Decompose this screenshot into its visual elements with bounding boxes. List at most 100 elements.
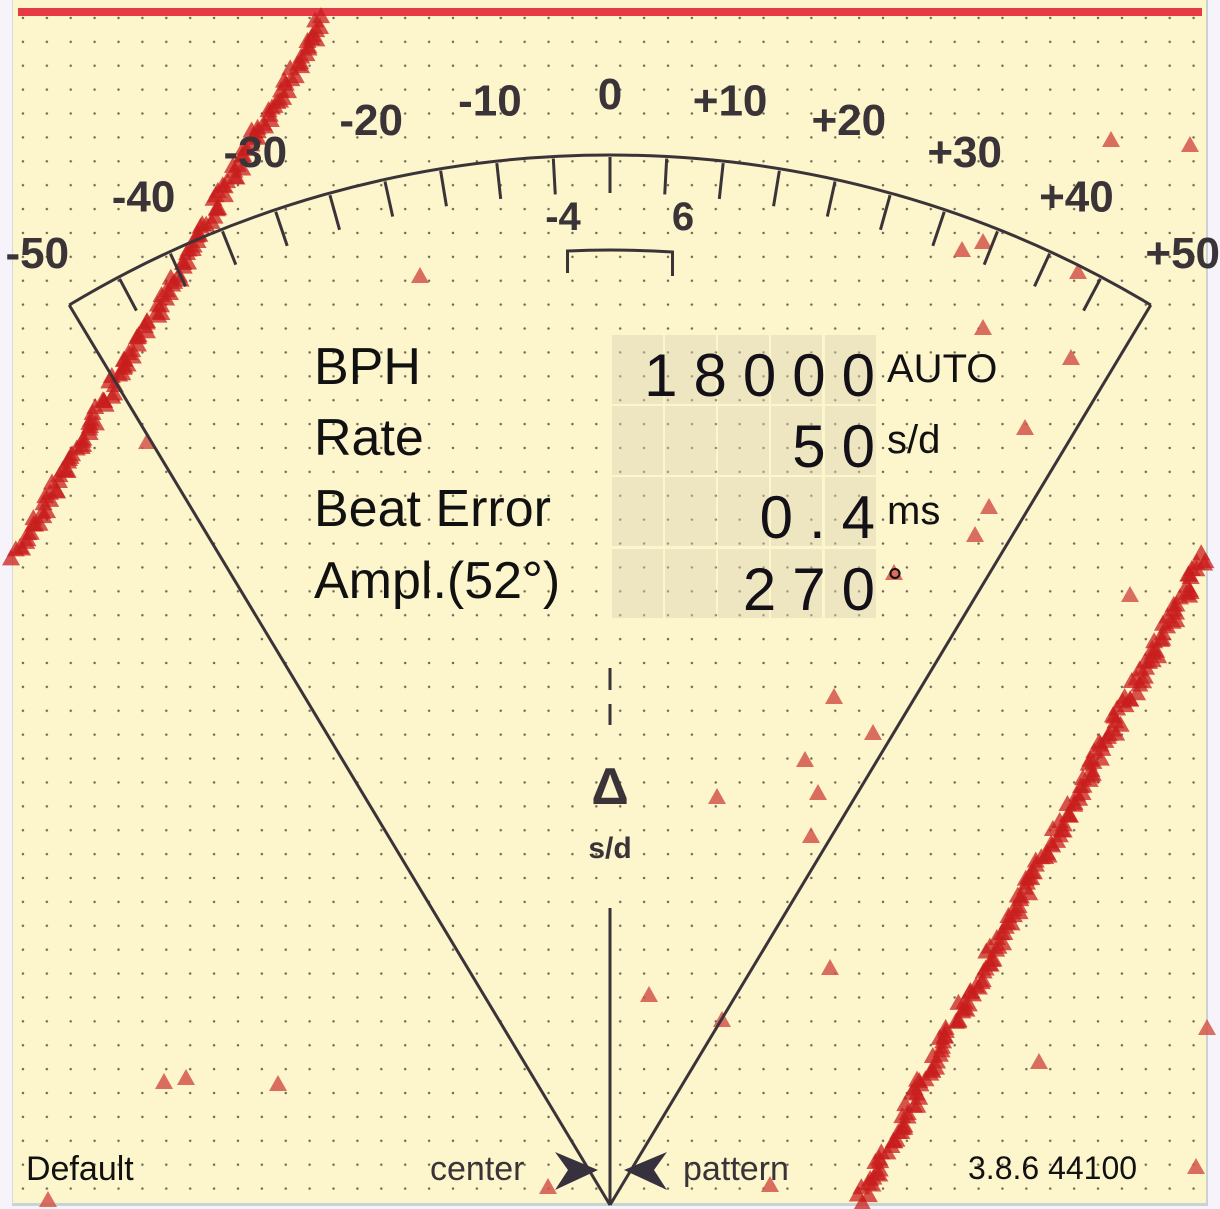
- trace-point: [105, 384, 124, 401]
- readout-cell: [612, 335, 663, 404]
- trace-point: [1128, 684, 1147, 701]
- trace-point: [58, 461, 77, 478]
- scale-tick: [663, 158, 669, 195]
- readout-label: BPH: [314, 338, 421, 396]
- readout-unit: ms: [887, 489, 941, 533]
- scale-tick: [878, 194, 892, 231]
- scale-tick: [717, 162, 725, 200]
- readout-cell: [612, 549, 663, 618]
- trace-point: [953, 241, 971, 257]
- scale-tick: [931, 211, 946, 247]
- beat-error-min-label: -4: [545, 195, 581, 239]
- center-chevron-icon[interactable]: [555, 1152, 598, 1190]
- readout-value: 0.4: [759, 484, 891, 551]
- scale-label: +10: [693, 77, 768, 126]
- trace-point: [1198, 1019, 1216, 1035]
- trace-point: [923, 1046, 942, 1063]
- trace-point: [973, 971, 992, 988]
- trace-point: [1062, 349, 1080, 365]
- scale-tick: [495, 162, 503, 200]
- scale-label: -20: [339, 96, 403, 145]
- pattern-label[interactable]: pattern: [683, 1150, 789, 1188]
- beat-error-max-label: 6: [672, 195, 694, 239]
- trace-point: [640, 986, 658, 1002]
- readout-label: Beat Error: [314, 480, 551, 538]
- trace-point: [1105, 707, 1124, 724]
- trace-point: [885, 564, 903, 580]
- trace-point: [1103, 720, 1122, 737]
- readout-value: 270: [742, 556, 891, 623]
- scale-tick: [118, 278, 138, 312]
- trace-point: [19, 524, 38, 541]
- readout-cell: [612, 406, 663, 475]
- pattern-chevron-icon[interactable]: [624, 1152, 667, 1190]
- left-limit-line: [67, 304, 612, 1206]
- trace-point: [893, 1107, 912, 1124]
- scale-tick: [1082, 278, 1102, 312]
- readout-cell: [665, 406, 716, 475]
- trace-point: [980, 498, 998, 514]
- readout-cell: [825, 335, 876, 404]
- trace-point: [2, 549, 21, 566]
- scale-arc: [68, 153, 1152, 307]
- scale-label: 0: [598, 70, 622, 119]
- trace-point: [155, 1073, 173, 1089]
- trace-point: [821, 959, 839, 975]
- scale-tick: [328, 194, 342, 231]
- readout-cell: [771, 477, 822, 546]
- readout-cell: [665, 477, 716, 546]
- trace-point: [179, 253, 198, 270]
- readout-value: 50: [792, 413, 891, 480]
- trace-point: [761, 1176, 779, 1192]
- trace-point: [895, 1116, 914, 1133]
- trace-point: [539, 1178, 557, 1194]
- readout-cell: [771, 335, 822, 404]
- scale-label: +30: [927, 128, 1002, 177]
- delta-unit-label: s/d: [588, 832, 631, 865]
- trace-point: [802, 827, 820, 843]
- scale-label: -30: [224, 128, 288, 177]
- readout-cell: [665, 549, 716, 618]
- scale-tick: [551, 158, 557, 195]
- scale-tick: [221, 230, 238, 266]
- trace-point: [1181, 136, 1199, 152]
- trace-point: [138, 311, 157, 328]
- status-bar: [18, 8, 1202, 16]
- right-limit-line: [608, 304, 1153, 1206]
- dial-scale: -50 -40 -30 -20 -10 0 +10 +20 +30 +40 +50 -4 6 Δs/d: [5, 70, 1220, 1206]
- readout-cell: [825, 549, 876, 618]
- scale-tick: [772, 170, 781, 207]
- trace-point: [1069, 263, 1087, 279]
- readout-unit[interactable]: AUTO: [887, 347, 998, 391]
- readout-cell: [718, 477, 769, 546]
- trace-point: [946, 1012, 965, 1029]
- scale-label: +40: [1039, 173, 1114, 222]
- trace-point: [1060, 805, 1079, 822]
- trace-point: [228, 155, 247, 172]
- trace-point: [47, 481, 66, 498]
- trace-point: [177, 1069, 195, 1085]
- readout-cell: [825, 406, 876, 475]
- readout-unit: s/d: [887, 418, 941, 462]
- trace-point: [1121, 586, 1139, 602]
- trace-point: [896, 1095, 915, 1112]
- trace-point: [1030, 1053, 1048, 1069]
- profile-label[interactable]: Default: [26, 1150, 134, 1188]
- trace-point: [39, 1191, 57, 1207]
- trace-point: [984, 950, 1003, 967]
- scale-label: +20: [811, 96, 886, 145]
- scale-tick: [439, 170, 448, 207]
- readout-cell: [771, 406, 822, 475]
- scale-tick: [982, 230, 999, 266]
- scale-tick: [1033, 253, 1051, 287]
- center-label[interactable]: center: [430, 1150, 525, 1188]
- scale-label: -50: [5, 229, 69, 278]
- trace-point: [864, 724, 882, 740]
- trace-point: [307, 21, 326, 38]
- readout-cell: [665, 335, 716, 404]
- trace-point: [1187, 1158, 1205, 1174]
- delta-icon[interactable]: Δ: [591, 758, 628, 816]
- scale-label: -40: [112, 173, 176, 222]
- trace-point: [966, 526, 984, 542]
- readout-label: Rate: [314, 409, 424, 467]
